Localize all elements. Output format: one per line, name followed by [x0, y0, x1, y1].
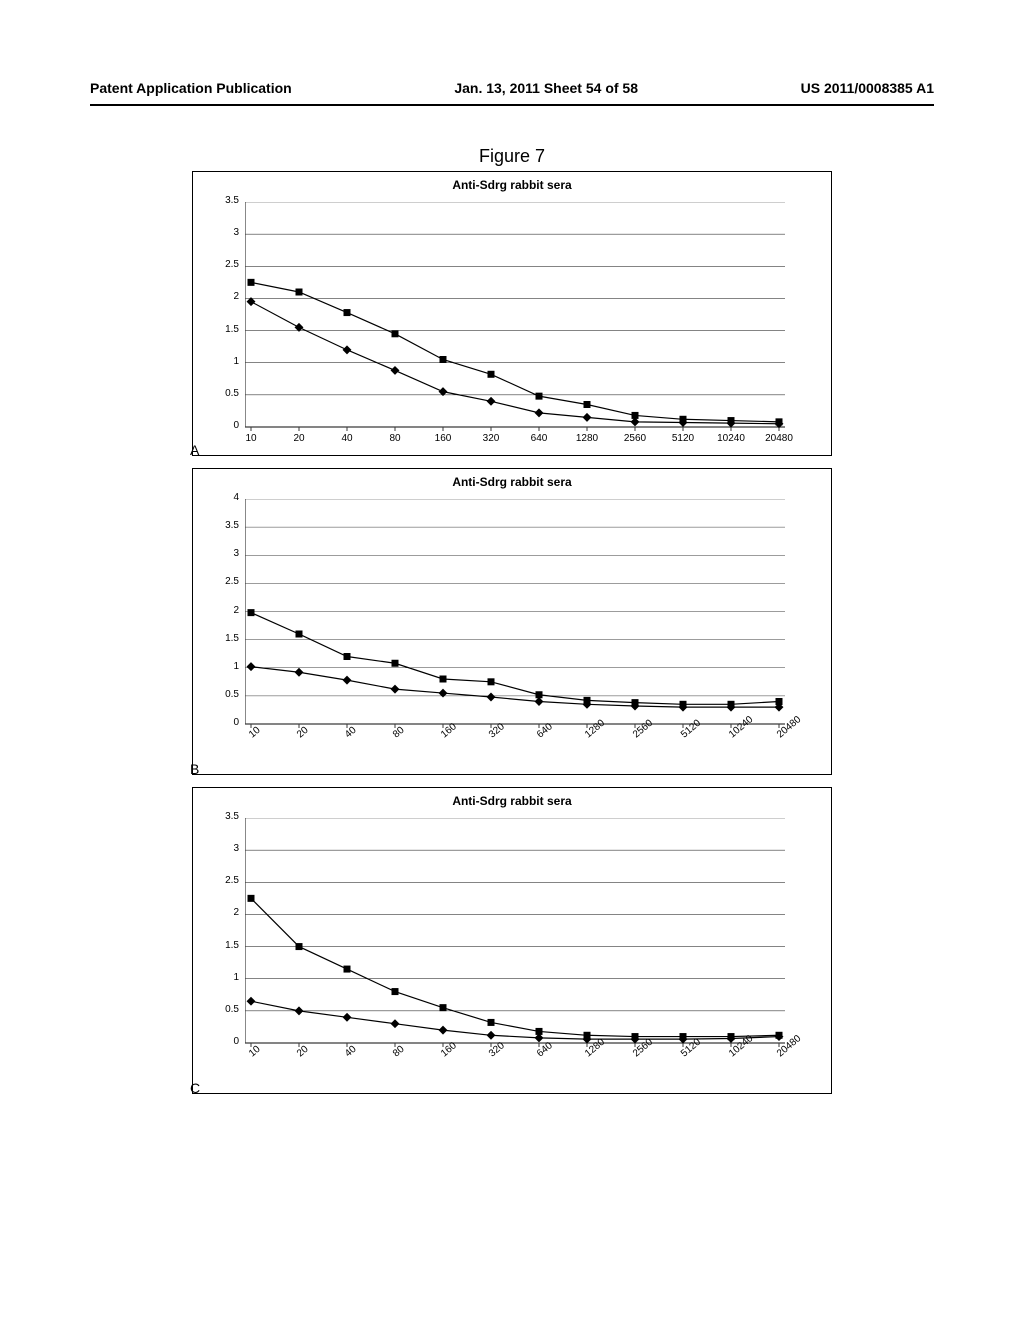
y-tick-label: 1 [209, 972, 239, 983]
y-tick-label: 0 [209, 420, 239, 431]
figure-title: Figure 7 [90, 146, 934, 167]
x-tick-label: 640 [521, 433, 557, 444]
y-tick-label: 3.5 [209, 811, 239, 822]
panel-label: B [190, 761, 199, 777]
x-tick-label: 160 [425, 433, 461, 444]
panel-label: C [190, 1080, 200, 1096]
y-tick-label: 3 [209, 843, 239, 854]
y-tick-label: 1 [209, 356, 239, 367]
y-tick-label: 3.5 [209, 195, 239, 206]
y-tick-label: 2.5 [209, 576, 239, 587]
chart-plot-area: 00.511.522.533.5 10204080160320640128025… [245, 818, 785, 1087]
y-tick-label: 2 [209, 605, 239, 616]
page-header: Patent Application Publication Jan. 13, … [90, 80, 934, 96]
chart-plot-area: 00.511.522.533.54 1020408016032064012802… [245, 499, 785, 768]
x-tick-label: 80 [377, 433, 413, 444]
chart-frame: Anti-Sdrg rabbit sera 00.511.522.533.54 … [192, 468, 832, 775]
y-tick-label: 2.5 [209, 875, 239, 886]
chart-title: Anti-Sdrg rabbit sera [217, 794, 807, 808]
x-tick-label: 2560 [617, 433, 653, 444]
chart-frame: Anti-Sdrg rabbit sera 0 0.5 1 1.5 2 2.5 3 3.5 1… [192, 171, 832, 456]
panels-container: Anti-Sdrg rabbit sera 00.511.522.533.5 1… [90, 171, 934, 1094]
y-tick-label: 3 [209, 227, 239, 238]
chart-svg [245, 202, 785, 433]
page: Patent Application Publication Jan. 13, … [0, 20, 1024, 1146]
y-tick-label: 4 [209, 492, 239, 503]
x-tick-label: 10 [233, 433, 269, 444]
panel-label: A [190, 442, 199, 458]
x-tick-label: 20 [281, 433, 317, 444]
chart-title: Anti-Sdrg rabbit sera [217, 475, 807, 489]
chart-frame: Anti-Sdrg rabbit sera 00.511.522.533.5 1… [192, 787, 832, 1094]
y-tick-label: 1.5 [209, 633, 239, 644]
y-tick-label: 1.5 [209, 324, 239, 335]
chart-svg [245, 499, 785, 730]
chart-plot-area: 00.511.522.533.5 10204080160320640128025… [245, 202, 785, 449]
y-tick-label: 3 [209, 548, 239, 559]
chart-title: Anti-Sdrg rabbit sera [217, 178, 807, 192]
y-tick-label: 3.5 [209, 520, 239, 531]
x-tick-label: 10240 [713, 433, 749, 444]
x-tick-label: 40 [329, 433, 365, 444]
y-tick-label: 0.5 [209, 388, 239, 399]
y-tick-label: 0 [209, 1036, 239, 1047]
header-left: Patent Application Publication [90, 80, 292, 96]
chart-panel: Anti-Sdrg rabbit sera 00.511.522.533.54 … [192, 468, 832, 775]
y-tick-label: 2 [209, 907, 239, 918]
y-tick-label: 2.5 [209, 259, 239, 270]
y-tick-label: 0.5 [209, 1004, 239, 1015]
chart-panel: Anti-Sdrg rabbit sera 0 0.5 1 1.5 2 2.5 3 3.5 1… [192, 171, 832, 456]
chart-svg [245, 818, 785, 1049]
chart-panel: Anti-Sdrg rabbit sera 00.511.522.533.5 1… [192, 787, 832, 1094]
y-tick-label: 1 [209, 661, 239, 672]
y-tick-label: 2 [209, 291, 239, 302]
x-tick-label: 1280 [569, 433, 605, 444]
x-tick-label: 5120 [665, 433, 701, 444]
x-tick-label: 20480 [761, 433, 797, 444]
header-center: Jan. 13, 2011 Sheet 54 of 58 [454, 80, 638, 96]
header-right: US 2011/0008385 A1 [801, 80, 934, 96]
y-tick-label: 1.5 [209, 940, 239, 951]
header-rule [90, 104, 934, 106]
y-tick-label: 0.5 [209, 689, 239, 700]
y-tick-label: 0 [209, 717, 239, 728]
x-tick-label: 320 [473, 433, 509, 444]
